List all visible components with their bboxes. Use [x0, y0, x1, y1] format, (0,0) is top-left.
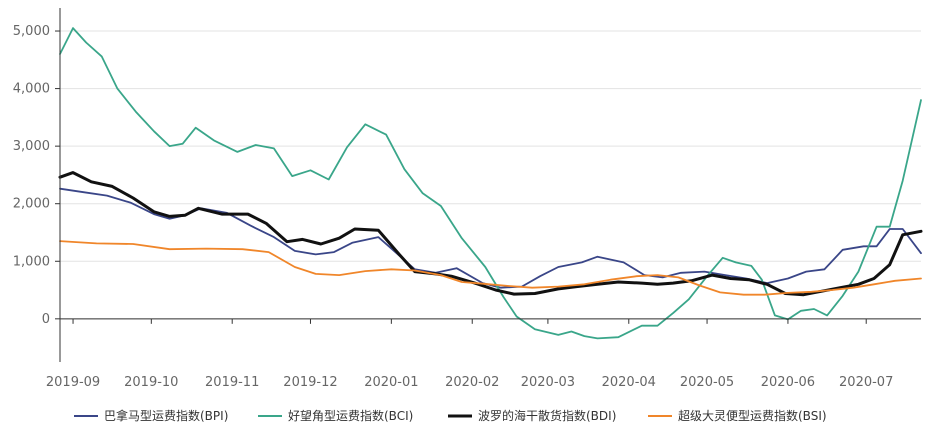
y-tick-label: 2,000: [13, 197, 50, 212]
series-line-1: [59, 27, 922, 340]
x-tick-label: 2020-04: [602, 375, 656, 390]
legend-item-1[interactable]: 好望角型运费指数(BCI): [258, 408, 413, 423]
y-tick-label: 4,000: [13, 82, 50, 97]
x-tick-label: 2019-12: [283, 375, 337, 390]
legend-label: 超级大灵便型运费指数(BSI): [678, 408, 827, 423]
legend-item-3[interactable]: 超级大灵便型运费指数(BSI): [648, 408, 827, 423]
x-tick-label: 2020-03: [521, 375, 575, 390]
y-tick-label: 0: [42, 312, 50, 327]
x-tick-label: 2019-09: [46, 375, 100, 390]
legend-label: 好望角型运费指数(BCI): [288, 408, 413, 423]
legend-item-2[interactable]: 波罗的海干散货指数(BDI): [448, 408, 616, 423]
x-tick-label: 2019-11: [205, 375, 259, 390]
x-tick-label: 2020-06: [761, 375, 815, 390]
x-tick-label: 2020-07: [839, 375, 893, 390]
x-tick-label: 2019-10: [124, 375, 178, 390]
series-line-3: [59, 240, 922, 296]
series-lines: [58, 27, 923, 340]
legend-label: 巴拿马型运费指数(BPI): [104, 408, 228, 423]
x-tick-label: 2020-05: [680, 375, 734, 390]
y-tick-label: 1,000: [13, 254, 50, 269]
legend[interactable]: 巴拿马型运费指数(BPI) 好望角型运费指数(BCI) 波罗的海干散货指数(BDI)…: [74, 408, 827, 423]
y-tick-label: 5,000: [13, 24, 50, 39]
legend-item-0[interactable]: 巴拿马型运费指数(BPI): [74, 408, 228, 423]
y-tick-label: 3,000: [13, 139, 50, 154]
x-tick-label: 2020-02: [445, 375, 499, 390]
series-line-2: [58, 171, 923, 297]
x-tick-label: 2020-01: [364, 375, 418, 390]
legend-label: 波罗的海干散货指数(BDI): [478, 408, 616, 423]
axes: 0 1,000 2,000 3,000 4,000 5,000 2019-09 2019-10…: [13, 8, 921, 390]
